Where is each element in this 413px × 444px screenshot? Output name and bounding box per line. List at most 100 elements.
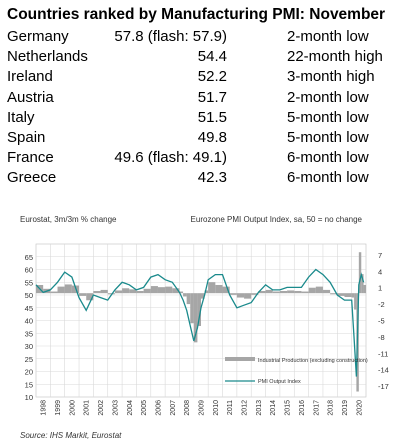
table-row: Spain 49.8 5-month low xyxy=(7,128,407,148)
ip-bar xyxy=(100,289,108,294)
ip-bar xyxy=(165,286,173,294)
industrial-production-bars xyxy=(36,252,366,392)
pmi-status: 2-month low xyxy=(287,28,369,45)
ip-bar xyxy=(344,293,352,298)
ip-bar xyxy=(272,291,280,294)
left-tick-label: 50 xyxy=(25,291,33,300)
left-tick-label: 65 xyxy=(25,253,33,262)
pmi-value: 54.4 xyxy=(197,48,227,66)
ip-bar xyxy=(258,290,266,294)
ip-bar xyxy=(301,291,309,294)
ip-bar xyxy=(222,286,230,294)
left-axis-ticks: 10 15 20 25 30 35 40 45 50 55 60 65 xyxy=(25,253,33,402)
x-tick-label: 2009 xyxy=(199,400,206,416)
left-tick-label: 25 xyxy=(25,355,33,364)
ip-bar xyxy=(190,293,194,324)
pmi-ranking-table: Germany 57.8 (flash: 57.9) 2-month low N… xyxy=(7,27,407,189)
country-name: Germany xyxy=(7,28,69,45)
right-tick-label: 7 xyxy=(378,251,382,260)
left-axis-label: Eurostat, 3m/3m % change xyxy=(20,215,117,224)
left-tick-label: 15 xyxy=(25,380,33,389)
right-tick-label: 1 xyxy=(378,284,382,293)
ip-bar xyxy=(358,252,362,294)
pmi-output-line xyxy=(35,268,365,377)
ip-bar xyxy=(86,293,94,301)
ip-bar xyxy=(361,274,364,294)
ip-bar xyxy=(197,293,201,326)
x-tick-label: 2006 xyxy=(155,400,162,416)
right-axis-label: Eurozone PMI Output Index, sa, 50 = no c… xyxy=(191,215,363,224)
x-tick-label: 2018 xyxy=(328,400,335,416)
ip-bar xyxy=(201,293,205,299)
ip-bar xyxy=(265,289,273,294)
ip-bar xyxy=(179,291,184,294)
table-row: Ireland 52.2 3-month high xyxy=(7,67,407,87)
chart-grid xyxy=(35,243,367,398)
country-name: Greece xyxy=(7,169,57,187)
ip-bar xyxy=(93,290,101,294)
ip-bar xyxy=(251,293,259,295)
pmi-value: 52.2 xyxy=(197,68,227,86)
ip-bar xyxy=(64,284,72,294)
x-tick-label: 1999 xyxy=(55,400,62,416)
ip-bar xyxy=(122,288,130,294)
pmi-status: 6-month low xyxy=(287,149,369,167)
left-tick-label: 35 xyxy=(25,329,33,338)
x-tick-label: 2020 xyxy=(356,400,363,416)
x-tick-label: 2001 xyxy=(84,400,91,416)
page-title: Countries ranked by Manufacturing PMI: N… xyxy=(7,6,386,23)
right-tick-label: -17 xyxy=(378,382,389,391)
ip-bar xyxy=(57,286,65,294)
x-tick-label: 2007 xyxy=(170,400,177,416)
x-tick-label: 1998 xyxy=(41,400,48,416)
pmi-status: 3-month high xyxy=(287,68,375,86)
pmi-value: 49.6 (flash: 49.1) xyxy=(114,149,227,167)
right-tick-label: -11 xyxy=(378,349,388,358)
ip-bar xyxy=(186,293,191,305)
ip-bar xyxy=(172,288,180,294)
right-tick-label: 4 xyxy=(378,267,382,276)
ip-bar xyxy=(50,291,58,294)
x-axis-ticks: 1998 1999 2000 2001 2002 2003 2004 2005 2006 2007… xyxy=(41,400,364,416)
ip-bar xyxy=(143,288,151,294)
ip-bar xyxy=(193,293,198,343)
pmi-value: 49.8 xyxy=(197,128,227,146)
x-tick-label: 2016 xyxy=(299,400,306,416)
ip-bar xyxy=(322,289,331,294)
left-tick-label: 30 xyxy=(25,342,33,351)
x-tick-label: 2005 xyxy=(141,400,148,416)
ip-bar xyxy=(330,293,338,295)
x-tick-label: 2000 xyxy=(69,400,76,416)
table-row: Netherlands 54.4 22-month high xyxy=(7,47,407,67)
ip-bar xyxy=(315,286,323,294)
country-name: Austria xyxy=(7,88,54,106)
source-note: Source: IHS Markit, Eurostat xyxy=(20,431,122,440)
ip-bar xyxy=(157,287,166,294)
country-name: Spain xyxy=(7,128,46,146)
table-row: Greece 42.3 6-month low xyxy=(7,168,407,188)
ip-bar xyxy=(236,293,245,298)
right-tick-label: -5 xyxy=(378,317,385,326)
ip-bar xyxy=(114,290,123,294)
pmi-status: 5-month low xyxy=(287,128,369,146)
x-tick-label: 2004 xyxy=(127,400,134,416)
pmi-status: 22-month high xyxy=(287,48,383,66)
pmi-value: 51.5 xyxy=(197,108,227,126)
left-tick-label: 40 xyxy=(25,317,33,326)
x-tick-label: 2014 xyxy=(270,400,277,416)
legend-label-bar: Industrial Production (excluding constru… xyxy=(258,358,368,364)
right-tick-label: -8 xyxy=(378,333,385,342)
pmi-value: 42.3 xyxy=(197,169,227,187)
pmi-status: 6-month low xyxy=(287,169,369,187)
right-axis-ticks: -17 -14 -11 -8 -5 -2 1 4 7 xyxy=(378,251,389,391)
pmi-status: 2-month low xyxy=(287,88,369,106)
x-tick-label: 2013 xyxy=(256,400,263,416)
ip-bar xyxy=(279,290,288,294)
left-tick-label: 55 xyxy=(25,278,33,287)
ip-bar xyxy=(204,290,209,294)
x-tick-label: 2003 xyxy=(112,400,119,416)
x-tick-label: 2017 xyxy=(313,400,320,416)
ip-bar xyxy=(150,286,158,294)
ip-bar xyxy=(294,290,302,294)
ip-bar xyxy=(363,284,366,294)
